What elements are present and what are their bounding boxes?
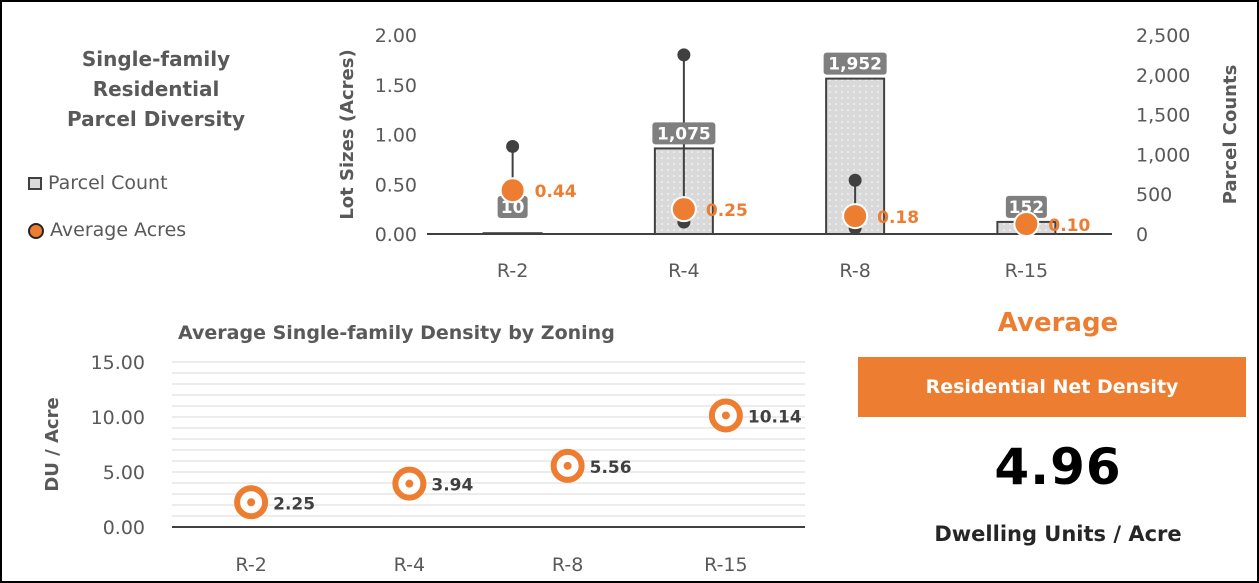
summary-box: Residential Net Density [858, 357, 1246, 417]
average-acres-point [1013, 211, 1040, 238]
average-acres-point [499, 177, 526, 204]
average-acres-label: 0.25 [706, 201, 748, 221]
range-high-marker [677, 48, 691, 62]
bar-value-label-bg [1005, 195, 1047, 218]
x-tick-label: R-8 [552, 554, 583, 576]
legend-label-parcel-count: Parcel Count [48, 172, 168, 194]
legend-title-line-1: Single-family [81, 47, 231, 71]
summary-units: Dwelling Units / Acre [934, 522, 1182, 546]
y-tick-label: 2.00 [375, 25, 417, 47]
range-high-marker [506, 139, 520, 153]
y2-tick-label: 0 [1136, 224, 1148, 246]
bar-value-label: 1,075 [657, 124, 711, 144]
legend-title-line-2: Residential [92, 77, 220, 101]
density-value-label: 2.25 [273, 494, 315, 514]
y-tick-label: 1.50 [375, 75, 417, 97]
bar-value-label: 152 [1009, 198, 1045, 218]
circle-swatch-icon [28, 222, 44, 239]
bar-value-label: 1,952 [828, 55, 882, 75]
bar-value-label: 10 [501, 198, 525, 218]
bar-value-label-bg [652, 122, 716, 145]
legend-item-parcel-count: Parcel Count [28, 172, 168, 194]
legend-label-average-acres: Average Acres [50, 219, 187, 241]
summary-heading: Average [997, 308, 1119, 338]
density-point-center [563, 461, 572, 470]
x-tick-label: R-15 [1005, 260, 1048, 282]
x-tick-label: R-8 [839, 260, 870, 282]
y2-axis-title: Parcel Counts [1220, 65, 1241, 205]
y2-tick-label: 500 [1136, 184, 1172, 206]
density-point-center [721, 411, 730, 420]
y-axis-title: Lot Sizes (Acres) [337, 49, 358, 219]
y-tick-label: 0.00 [375, 224, 417, 246]
density-value-label: 3.94 [431, 476, 473, 496]
legend-title-line-3: Parcel Diversity [67, 107, 245, 131]
summary-value: 4.96 [994, 438, 1122, 496]
bar-swatch-icon [28, 177, 42, 190]
summary-box-label: Residential Net Density [925, 376, 1179, 398]
average-acres-point [670, 196, 697, 223]
y-tick-label: 15.00 [91, 352, 145, 374]
x-tick-label: R-2 [497, 260, 528, 282]
bar-value-label-bg [823, 52, 887, 75]
legend-item-average-acres: Average Acres [28, 219, 186, 241]
average-acres-label: 0.18 [877, 208, 919, 228]
y-tick-label: 10.00 [91, 407, 145, 429]
density-chart-title: Average Single-family Density by Zoning [178, 322, 615, 344]
density-point-center [405, 479, 414, 488]
y-axis-title: DU / Acre [42, 397, 63, 491]
y-tick-label: 5.00 [103, 462, 145, 484]
average-acres-label: 0.10 [1048, 216, 1090, 236]
y2-tick-label: 2,500 [1136, 25, 1190, 47]
bar-value-label-bg [497, 196, 528, 218]
y-tick-label: 0.00 [103, 517, 145, 539]
x-tick-label: R-2 [235, 554, 266, 576]
y-tick-label: 0.50 [375, 174, 417, 196]
x-tick-label: R-4 [668, 260, 699, 282]
x-tick-label: R-15 [704, 554, 747, 576]
y-tick-label: 1.00 [375, 125, 417, 147]
range-high-marker [848, 173, 862, 187]
average-acres-point [842, 203, 869, 230]
legend-title: Single-family Residential Parcel Diversi… [36, 44, 276, 134]
x-tick-label: R-4 [394, 554, 425, 576]
average-acres-label: 0.44 [535, 182, 577, 202]
density-value-label: 10.14 [748, 407, 802, 427]
y2-tick-label: 2,000 [1136, 65, 1190, 87]
y2-tick-label: 1,000 [1136, 144, 1190, 166]
y2-tick-label: 1,500 [1136, 105, 1190, 127]
density-point-center [247, 498, 256, 507]
density-value-label: 5.56 [590, 458, 632, 478]
